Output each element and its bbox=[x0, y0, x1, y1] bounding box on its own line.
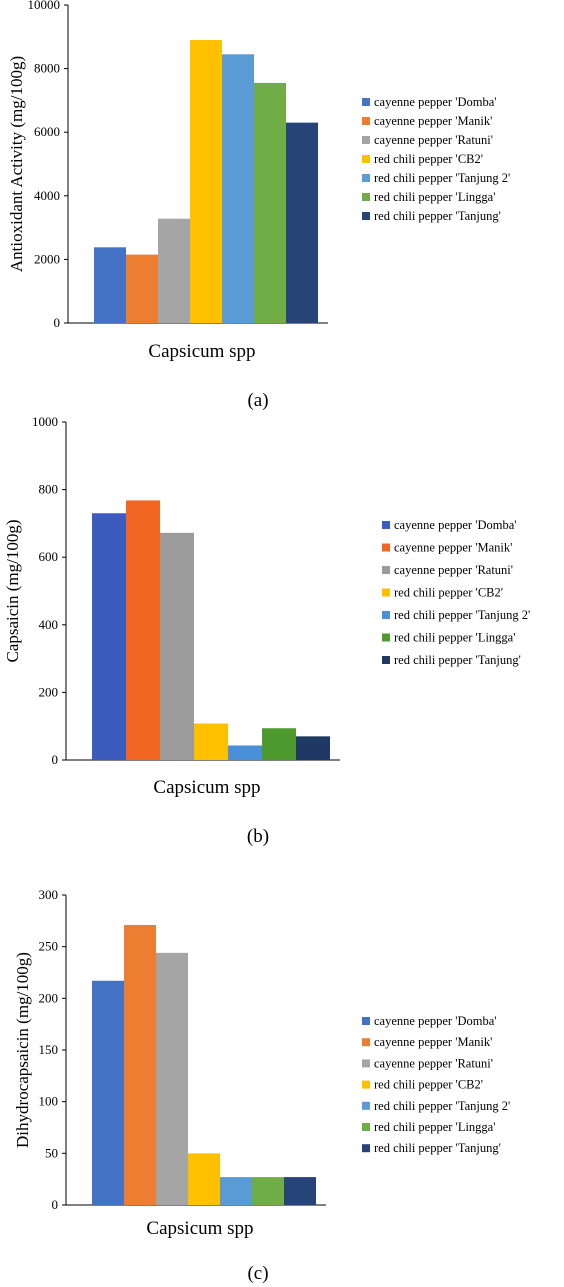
legend-swatch bbox=[362, 155, 370, 163]
y-tick-label: 2000 bbox=[34, 251, 60, 266]
bar-cayenne-pepper-manik bbox=[124, 924, 156, 1205]
legend-swatch bbox=[362, 1017, 370, 1025]
y-tick-label: 150 bbox=[39, 1042, 59, 1057]
figure-caption: (b) bbox=[247, 826, 269, 847]
bar-red-chili-pepper-lingga bbox=[262, 728, 296, 760]
legend-swatch bbox=[362, 1101, 370, 1110]
legend-swatch bbox=[382, 656, 390, 664]
bar-red-chili-pepper-tanjung bbox=[284, 1177, 316, 1205]
legend-label: red chili pepper 'Lingga' bbox=[394, 631, 515, 645]
bar-red-chili-pepper-tanjung-2 bbox=[228, 745, 262, 760]
bar-red-chili-pepper-tanjung-2 bbox=[222, 54, 254, 323]
bar-red-chili-pepper-cb2 bbox=[190, 39, 222, 323]
y-tick-label: 1000 bbox=[32, 414, 58, 429]
y-tick-label: 250 bbox=[39, 939, 59, 954]
legend-swatch bbox=[382, 588, 390, 597]
legend-label: cayenne pepper 'Domba' bbox=[394, 518, 517, 532]
y-axis-label: Dihydrocapsaicin (mg/100g) bbox=[13, 952, 32, 1148]
y-tick-label: 400 bbox=[39, 617, 59, 632]
y-tick-label: 4000 bbox=[34, 188, 60, 203]
legend-swatch bbox=[362, 1123, 370, 1131]
legend-label: red chili pepper 'Lingga' bbox=[374, 1120, 495, 1134]
legend-label: red chili pepper 'Tanjung' bbox=[374, 209, 501, 223]
bar-cayenne-pepper-domba bbox=[92, 980, 124, 1205]
bar-cayenne-pepper-domba bbox=[94, 247, 126, 323]
legend-label: red chili pepper 'Tanjung' bbox=[394, 653, 521, 667]
legend-swatch bbox=[382, 633, 390, 642]
x-axis-label: Capsicum spp bbox=[153, 777, 260, 798]
y-tick-label: 600 bbox=[39, 549, 59, 564]
y-tick-label: 0 bbox=[52, 1197, 59, 1212]
bar-red-chili-pepper-tanjung-2 bbox=[220, 1177, 252, 1205]
y-tick-label: 200 bbox=[39, 990, 59, 1005]
bar-cayenne-pepper-ratuni bbox=[160, 532, 194, 760]
legend-swatch bbox=[362, 1144, 370, 1153]
legend-swatch bbox=[382, 521, 390, 529]
bar-cayenne-pepper-domba bbox=[92, 513, 126, 760]
y-tick-label: 200 bbox=[39, 684, 59, 699]
legend-label: cayenne pepper 'Domba' bbox=[374, 95, 497, 109]
legend-label: cayenne pepper 'Domba' bbox=[374, 1014, 497, 1028]
bar-cayenne-pepper-ratuni bbox=[156, 952, 188, 1205]
bar-red-chili-pepper-tanjung bbox=[286, 122, 318, 323]
legend-label: red chili pepper 'Tanjung 2' bbox=[374, 1099, 510, 1113]
bar-cayenne-pepper-manik bbox=[126, 254, 158, 323]
bar-red-chili-pepper-cb2 bbox=[194, 723, 228, 760]
legend-swatch bbox=[362, 174, 370, 182]
legend-label: cayenne pepper 'Ratuni' bbox=[374, 1056, 493, 1070]
y-tick-label: 100 bbox=[39, 1094, 59, 1109]
legend-swatch bbox=[362, 117, 370, 125]
legend-label: cayenne pepper 'Manik' bbox=[394, 541, 512, 555]
legend-swatch bbox=[382, 543, 390, 552]
legend-swatch bbox=[362, 98, 370, 106]
legend-swatch bbox=[382, 611, 390, 619]
bar-red-chili-pepper-tanjung bbox=[296, 736, 330, 760]
legend-label: red chili pepper 'Tanjung 2' bbox=[374, 171, 510, 185]
legend-swatch bbox=[362, 1038, 370, 1047]
legend-label: red chili pepper 'Tanjung' bbox=[374, 1141, 501, 1155]
y-tick-label: 10000 bbox=[28, 0, 61, 12]
y-tick-label: 8000 bbox=[34, 61, 60, 76]
legend-label: red chili pepper 'CB2' bbox=[394, 586, 503, 600]
y-tick-label: 300 bbox=[39, 887, 59, 902]
figure-caption: (c) bbox=[247, 1263, 268, 1284]
x-axis-label: Capsicum spp bbox=[146, 1218, 253, 1239]
y-axis-label: Antioxidant Activity (mg/100g) bbox=[7, 56, 26, 272]
y-tick-label: 6000 bbox=[34, 124, 60, 139]
figure-caption: (a) bbox=[247, 390, 268, 411]
y-tick-label: 0 bbox=[54, 315, 61, 330]
bar-red-chili-pepper-lingga bbox=[254, 82, 286, 323]
bar-red-chili-pepper-lingga bbox=[252, 1177, 284, 1205]
y-axis-label: Capsaicin (mg/100g) bbox=[3, 519, 22, 662]
legend-swatch bbox=[362, 1080, 370, 1089]
legend-label: cayenne pepper 'Ratuni' bbox=[374, 133, 493, 147]
x-axis-label: Capsicum spp bbox=[148, 341, 255, 362]
legend-swatch bbox=[362, 136, 370, 144]
legend-label: cayenne pepper 'Manik' bbox=[374, 1035, 492, 1049]
legend-label: red chili pepper 'CB2' bbox=[374, 152, 483, 166]
bar-cayenne-pepper-ratuni bbox=[158, 218, 190, 323]
legend-swatch bbox=[362, 193, 370, 201]
legend-label: cayenne pepper 'Ratuni' bbox=[394, 563, 513, 577]
legend-swatch bbox=[362, 1059, 370, 1068]
y-tick-label: 0 bbox=[52, 752, 59, 767]
legend-swatch bbox=[362, 212, 370, 220]
legend-label: red chili pepper 'CB2' bbox=[374, 1078, 483, 1092]
bar-red-chili-pepper-cb2 bbox=[188, 1153, 220, 1205]
bar-cayenne-pepper-manik bbox=[126, 500, 160, 760]
legend-label: red chili pepper 'Lingga' bbox=[374, 190, 495, 204]
y-tick-label: 800 bbox=[39, 482, 59, 497]
legend-label: red chili pepper 'Tanjung 2' bbox=[394, 608, 530, 622]
legend-swatch bbox=[382, 566, 390, 574]
y-tick-label: 50 bbox=[45, 1145, 58, 1160]
legend-label: cayenne pepper 'Manik' bbox=[374, 114, 492, 128]
